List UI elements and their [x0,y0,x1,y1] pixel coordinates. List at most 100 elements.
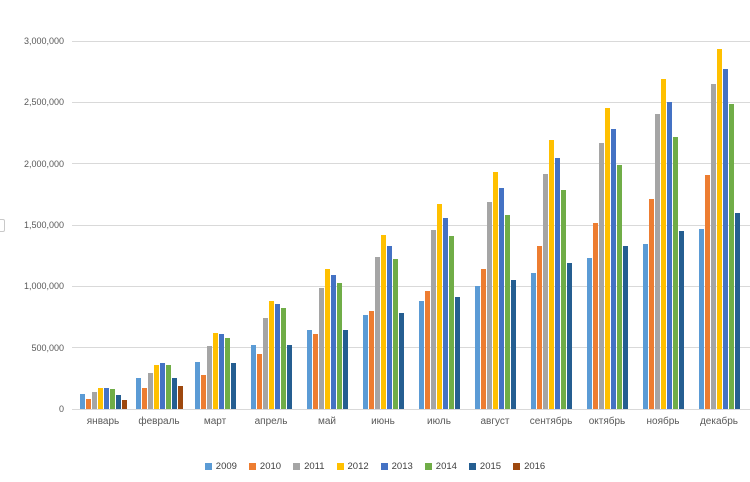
legend-item-2016: 2016 [513,461,545,472]
gridline [72,40,750,42]
bar-2012-апрель [269,301,274,409]
bar-2011-январь [92,392,97,409]
gridline [72,101,750,103]
bar-2016-январь [122,400,127,409]
bar-2011-ноябрь [655,114,660,409]
bar-2009-апрель [251,345,256,409]
bar-2014-август [505,215,510,409]
bar-2011-март [207,346,212,409]
bar-2015-декабрь [735,213,740,409]
bar-2015-июль [455,297,460,409]
bar-2012-июнь [381,235,386,409]
y-axis-tick-label: 1,500,000 [23,220,64,230]
bar-2011-февраль [148,373,153,409]
legend-item-2009: 2009 [204,461,237,472]
bar-2013-март [219,334,224,409]
legend-label: 2011 [304,461,325,472]
legend-label: 2014 [435,461,457,472]
bar-2011-июнь [375,257,380,409]
x-axis-month-label: январь [86,416,120,427]
y-axis-tick-label: 2,500,000 [23,97,64,108]
legend-item-2013: 2013 [380,461,413,472]
bar-2014-октябрь [617,165,622,409]
legend-swatch-icon [336,463,344,470]
legend-swatch-icon [468,463,476,470]
bar-2009-март [195,362,200,409]
x-axis-month-label: июль [427,416,451,427]
gridline [72,408,750,410]
legend-item-2014: 2014 [424,461,457,472]
bar-2010-март [201,375,206,409]
bar-2014-сентябрь [561,190,566,409]
bar-2010-апрель [257,354,262,409]
bar-2014-апрель [281,308,286,409]
bar-2012-май [325,269,330,409]
bar-2013-август [499,188,504,409]
bar-2011-апрель [263,318,268,409]
gridline [72,285,750,287]
bar-2010-сентябрь [537,246,542,409]
legend-item-2012: 2012 [336,461,369,472]
x-axis-month-label: февраль [138,416,180,427]
bar-2010-февраль [142,388,147,409]
bar-2012-март [213,333,218,409]
bar-2015-сентябрь [567,263,572,409]
bar-2013-декабрь [723,69,728,409]
legend-label: 2016 [524,461,546,472]
bar-2009-февраль [136,378,141,409]
x-axis-month-label: ноябрь [646,416,680,427]
x-axis-month-label: август [480,416,510,427]
legend: 2009 2010 2011 2012 2013 2014 2015 2016 [0,461,750,472]
x-axis-month-label: апрель [254,416,288,427]
bar-2011-май [319,288,324,409]
bar-2014-январь [110,389,115,409]
bar-2013-июль [443,218,448,409]
legend-swatch-icon [513,463,521,470]
bar-2015-май [343,330,348,409]
bar-2012-октябрь [605,108,610,409]
legend-swatch-icon [248,463,256,470]
legend-swatch-icon [424,463,432,470]
x-axis-month-label: май [317,416,337,427]
bar-2010-август [481,269,486,409]
legend-label: 2013 [391,461,413,472]
bar-2011-декабрь [711,84,716,409]
bar-2009-январь [80,394,85,409]
bar-2015-февраль [172,378,177,409]
bar-2013-октябрь [611,129,616,409]
gridline [72,163,750,165]
y-axis-tick-label: 3,000,000 [23,36,64,46]
bar-2010-декабрь [705,175,710,409]
legend-item-2011: 2011 [293,461,325,472]
legend-swatch-icon [204,463,212,470]
bar-2009-октябрь [587,258,592,409]
x-axis-month-label: октябрь [588,416,626,427]
bar-2009-июль [419,301,424,409]
bar-2012-январь [98,388,103,409]
bar-2011-сентябрь [543,174,548,409]
bar-2010-июнь [369,311,374,409]
y-axis-tick-label: 1,000,000 [23,281,64,292]
legend-item-2010: 2010 [248,461,281,472]
bar-2010-октябрь [593,223,598,409]
bar-2014-май [337,283,342,409]
bar-2015-август [511,280,516,409]
x-axis-month-label: март [203,416,227,427]
bar-2013-февраль [160,363,165,409]
gridline [72,224,750,226]
legend-item-2015: 2015 [468,461,501,472]
y-axis-title-fragment [0,219,5,232]
y-axis-tick-label: 0 [58,404,64,414]
gridline [72,347,750,349]
legend-swatch-icon [380,463,388,470]
bar-2014-февраль [166,365,171,409]
bar-2015-ноябрь [679,231,684,409]
bar-2012-ноябрь [661,79,666,409]
bar-2015-январь [116,395,121,409]
bar-2012-февраль [154,365,159,409]
x-axis-month-label: сентябрь [529,416,573,427]
bar-2016-февраль [178,386,183,409]
bar-2009-июнь [363,315,368,409]
bar-2011-октябрь [599,143,604,409]
